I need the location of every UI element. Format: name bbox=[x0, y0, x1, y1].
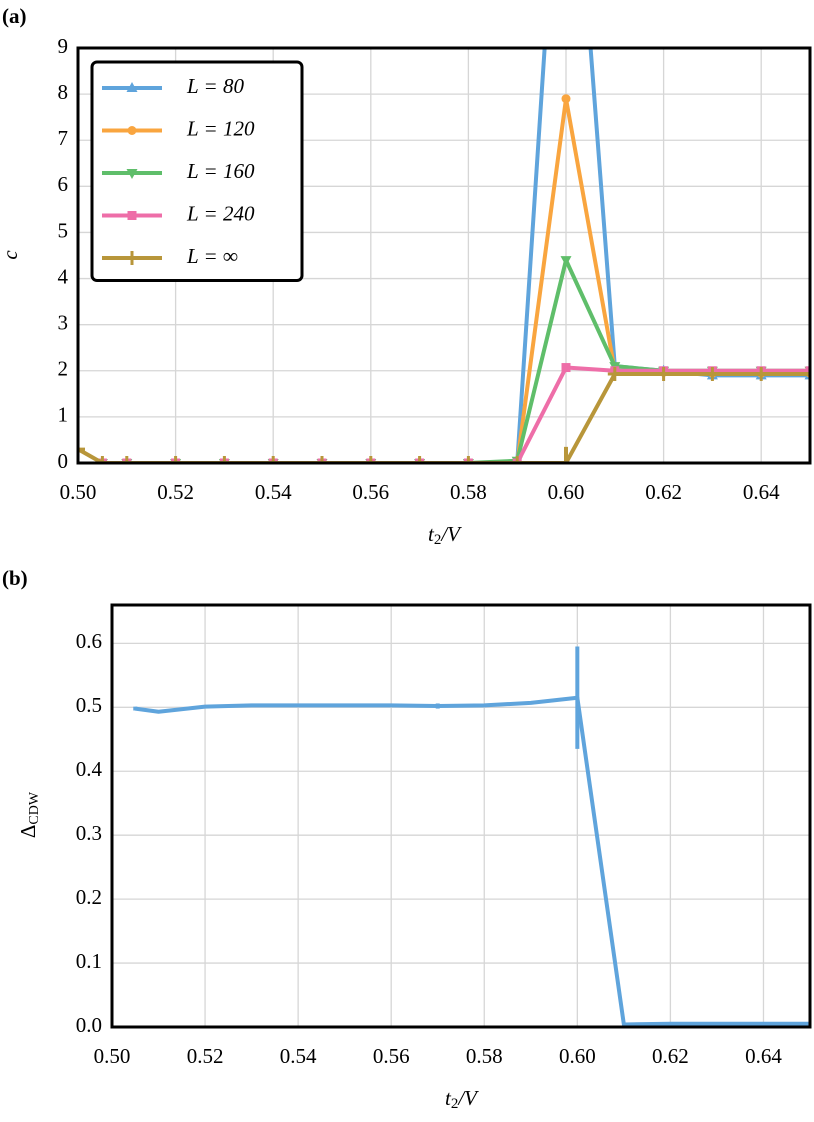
marker bbox=[119, 456, 134, 463]
y-axis-label: c bbox=[0, 250, 22, 260]
x-tick-label: 0.56 bbox=[352, 480, 389, 504]
marker bbox=[461, 456, 476, 463]
marker bbox=[363, 456, 378, 463]
x-tick-label: 0.50 bbox=[60, 480, 97, 504]
y-axis-label: ΔCDW bbox=[16, 791, 42, 838]
y-axis-label-sub: CDW bbox=[27, 791, 42, 824]
y-tick-label: 3 bbox=[58, 310, 69, 334]
marker bbox=[560, 256, 572, 267]
marker bbox=[126, 82, 138, 92]
y-tick-label: 1 bbox=[58, 403, 69, 427]
marker bbox=[412, 456, 427, 463]
series-line bbox=[78, 372, 810, 463]
x-tick-label: 0.62 bbox=[645, 480, 682, 504]
x-tick-label: 0.52 bbox=[157, 480, 194, 504]
panel-label: (a) bbox=[2, 4, 27, 28]
y-tick-label: 0.5 bbox=[76, 693, 102, 717]
x-tick-label: 0.58 bbox=[466, 1044, 503, 1068]
x-tick-label: 0.60 bbox=[548, 480, 585, 504]
x-axis-label: t2/V bbox=[428, 522, 462, 549]
marker bbox=[127, 211, 137, 220]
y-tick-label: 5 bbox=[58, 218, 69, 242]
marker bbox=[561, 363, 571, 373]
x-axis-label-tail: /V bbox=[457, 1086, 479, 1110]
plot-frame bbox=[76, 46, 812, 465]
series-line bbox=[134, 695, 810, 1027]
y-tick-label: 9 bbox=[58, 34, 69, 58]
y-tick-label: 7 bbox=[58, 126, 69, 150]
marker bbox=[607, 367, 622, 382]
marker bbox=[705, 367, 720, 382]
x-tick-label: 0.52 bbox=[187, 1044, 224, 1068]
y-axis-label-main: c bbox=[0, 250, 22, 260]
series-line bbox=[102, 258, 810, 463]
marker bbox=[125, 251, 139, 265]
marker bbox=[803, 367, 810, 382]
x-axis-label-sub: 2 bbox=[451, 1096, 459, 1112]
legend-label: L = 240 bbox=[186, 201, 255, 225]
y-tick-label: 0.2 bbox=[76, 885, 102, 909]
marker bbox=[217, 456, 232, 463]
marker bbox=[754, 367, 769, 382]
legend-label: L = ∞ bbox=[186, 244, 238, 268]
y-tick-label: 0.6 bbox=[76, 629, 102, 653]
x-tick-label: 0.58 bbox=[450, 480, 487, 504]
series-line bbox=[102, 365, 810, 463]
y-tick-label: 0 bbox=[58, 449, 69, 473]
marker bbox=[656, 367, 671, 382]
legend-label: L = 120 bbox=[186, 116, 255, 140]
marker bbox=[126, 169, 138, 179]
y-tick-label: 4 bbox=[58, 264, 69, 288]
marker bbox=[266, 456, 281, 463]
marker bbox=[168, 456, 183, 463]
y-tick-label: 8 bbox=[58, 80, 69, 104]
legend-box bbox=[90, 60, 304, 282]
panel-label: (b) bbox=[2, 566, 28, 590]
plot-area bbox=[133, 646, 810, 1027]
x-tick-label: 0.54 bbox=[255, 480, 292, 504]
y-tick-label: 6 bbox=[58, 172, 69, 196]
x-tick-label: 0.64 bbox=[743, 480, 780, 504]
x-axis-label-main: t bbox=[445, 1086, 452, 1110]
marker bbox=[559, 456, 573, 463]
marker bbox=[95, 456, 110, 463]
y-tick-label: 2 bbox=[58, 357, 69, 381]
x-tick-label: 0.56 bbox=[373, 1044, 410, 1068]
x-axis-label-main: t bbox=[428, 522, 435, 546]
plot-frame bbox=[110, 603, 812, 1029]
marker bbox=[78, 442, 85, 457]
x-tick-label: 0.64 bbox=[745, 1044, 782, 1068]
marker bbox=[805, 366, 810, 376]
x-tick-label: 0.62 bbox=[652, 1044, 689, 1068]
y-tick-label: 0.0 bbox=[76, 1013, 102, 1037]
marker bbox=[561, 94, 571, 104]
marker bbox=[510, 456, 525, 463]
marker bbox=[315, 456, 329, 463]
y-tick-label: 0.3 bbox=[76, 821, 102, 845]
x-tick-label: 0.50 bbox=[94, 1044, 131, 1068]
y-tick-label: 0.4 bbox=[76, 757, 103, 781]
x-tick-label: 0.54 bbox=[280, 1044, 317, 1068]
x-axis-label-sub: 2 bbox=[434, 532, 442, 548]
y-axis-label-main: Δ bbox=[16, 825, 40, 839]
legend-label: L = 160 bbox=[186, 159, 255, 183]
x-tick-label: 0.60 bbox=[559, 1044, 596, 1068]
legend-label: L = 80 bbox=[186, 74, 244, 98]
y-tick-label: 0.1 bbox=[76, 949, 102, 973]
marker bbox=[127, 126, 137, 135]
x-axis-label-tail: /V bbox=[440, 522, 462, 546]
x-axis-label: t2/V bbox=[445, 1086, 479, 1113]
